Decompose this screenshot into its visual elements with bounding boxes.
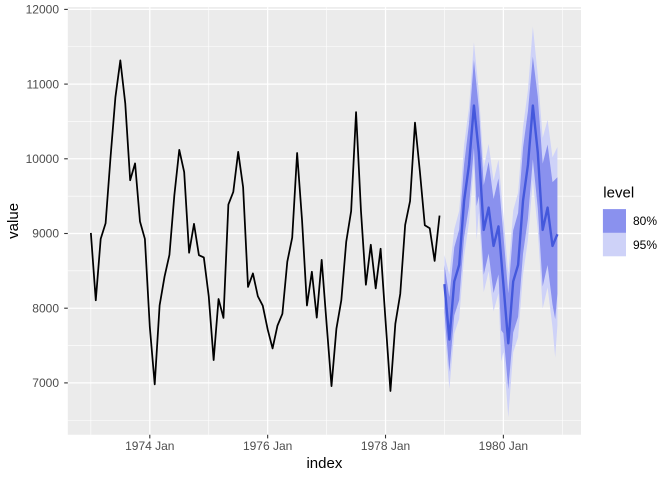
- svg-text:value: value: [5, 203, 22, 239]
- svg-text:80%: 80%: [633, 214, 657, 228]
- svg-text:10000: 10000: [26, 152, 60, 166]
- svg-text:11000: 11000: [27, 77, 60, 91]
- svg-text:1976 Jan: 1976 Jan: [243, 439, 292, 453]
- svg-text:7000: 7000: [32, 376, 59, 390]
- svg-text:index: index: [306, 455, 342, 472]
- svg-text:1980 Jan: 1980 Jan: [479, 439, 528, 453]
- svg-text:8000: 8000: [32, 301, 59, 315]
- svg-text:1974 Jan: 1974 Jan: [125, 439, 174, 453]
- svg-text:1978 Jan: 1978 Jan: [361, 439, 410, 453]
- svg-text:level: level: [603, 185, 634, 202]
- svg-text:12000: 12000: [26, 3, 60, 17]
- svg-text:95%: 95%: [633, 238, 657, 252]
- svg-text:9000: 9000: [32, 227, 59, 241]
